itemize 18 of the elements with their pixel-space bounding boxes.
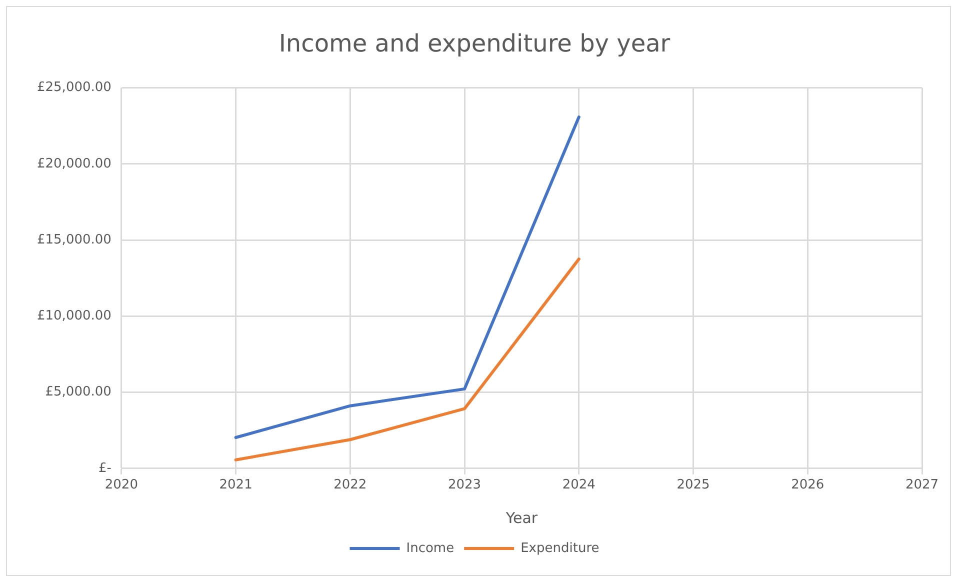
y-tick-label: £15,000.00 [36, 232, 112, 248]
legend-label: Income [406, 540, 454, 556]
x-tick-label: 2023 [448, 478, 482, 493]
legend-label: Expenditure [520, 540, 600, 556]
x-axis-title: Year [504, 508, 538, 527]
y-tick-label: £- [98, 460, 112, 476]
x-tick-label: 2027 [905, 478, 939, 493]
chart-title: Income and expenditure by year [278, 30, 670, 58]
y-tick-label: £20,000.00 [36, 156, 112, 172]
x-tick-label: 2025 [676, 478, 710, 493]
x-tick-label: 2026 [791, 478, 824, 493]
x-tick-label: 2021 [219, 478, 252, 493]
y-tick-label: £25,000.00 [36, 80, 112, 96]
x-tick-label: 2020 [104, 478, 138, 493]
x-tick-label: 2024 [562, 478, 596, 493]
y-tick-label: £10,000.00 [36, 308, 112, 324]
x-tick-label: 2022 [334, 478, 367, 493]
y-tick-label: £5,000.00 [45, 384, 112, 400]
